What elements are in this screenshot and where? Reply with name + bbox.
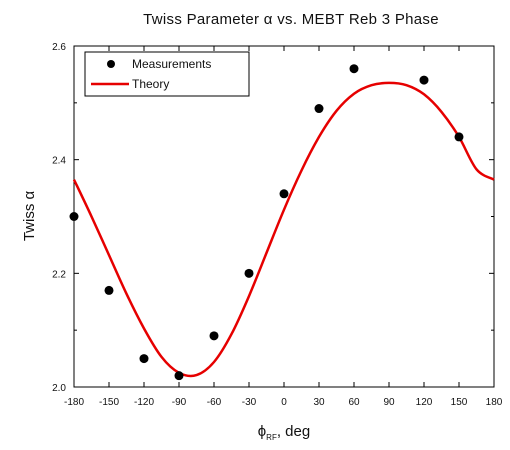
x-tick-label: -150	[99, 397, 119, 408]
x-axis-label-rest: , deg	[277, 423, 310, 440]
legend: Measurements Theory	[84, 51, 250, 97]
measurement-point	[69, 212, 79, 221]
x-tick-label: 0	[281, 397, 287, 408]
measurement-point	[139, 354, 149, 364]
x-tick-label: 30	[313, 397, 325, 408]
x-axis-ticks: -180 -150 -120 -90 -60 -30 0 30 60 90 120 150 180	[64, 46, 503, 408]
measurement-point	[419, 75, 429, 85]
x-tick-label: -60	[207, 397, 222, 408]
chart-title: Twiss Parameter α vs. MEBT Reb 3 Phase	[143, 11, 439, 28]
x-tick-label: -120	[134, 397, 154, 408]
x-tick-label: 150	[451, 397, 468, 408]
x-tick-label: -90	[172, 397, 187, 408]
measurement-point	[104, 285, 114, 295]
x-tick-label: 180	[486, 397, 503, 408]
x-axis-label-main: ϕ	[258, 423, 266, 440]
measurement-point	[209, 331, 219, 341]
x-tick-label: 120	[416, 397, 433, 408]
y-tick-label: 2.0	[52, 383, 66, 394]
legend-label-measurements: Measurements	[132, 57, 211, 71]
measurement-point	[314, 104, 324, 114]
y-tick-label: 2.4	[52, 156, 66, 167]
theory-series	[72, 81, 495, 378]
y-tick-label: 2.6	[52, 42, 66, 53]
x-tick-label: -30	[242, 397, 257, 408]
measurement-point	[454, 132, 464, 142]
measurement-point	[174, 371, 184, 381]
x-tick-label: -180	[64, 397, 84, 408]
measurements-series	[69, 64, 464, 381]
legend-marker-measurements	[107, 60, 115, 68]
measurement-point	[349, 64, 359, 74]
x-tick-label: 60	[348, 397, 360, 408]
y-tick-label: 2.2	[52, 269, 66, 280]
x-axis-label-subscript: RF	[266, 433, 277, 442]
measurement-point	[244, 268, 254, 278]
x-tick-label: 90	[383, 397, 395, 408]
x-axis-label: ϕRF, deg	[258, 423, 310, 442]
plot-frame	[73, 45, 495, 388]
measurement-point	[279, 189, 289, 199]
legend-label-theory: Theory	[132, 77, 169, 91]
y-axis-label: Twiss α	[21, 191, 38, 242]
theory-line	[72, 81, 495, 378]
